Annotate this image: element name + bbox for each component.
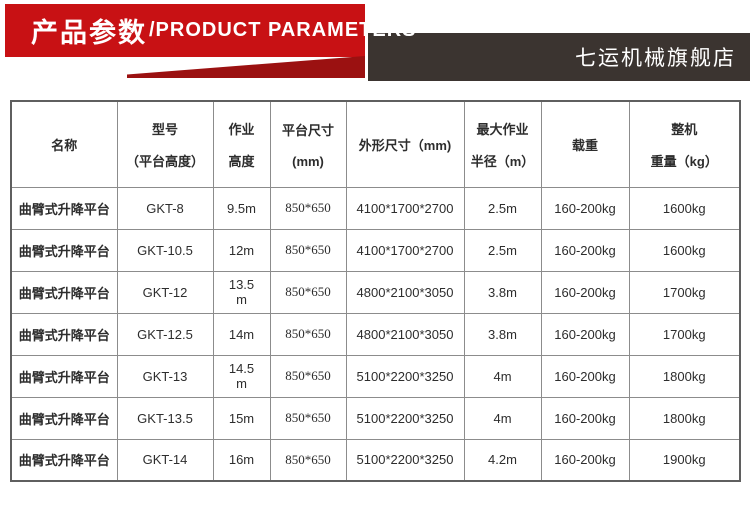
cell-max-radius: 3.8m xyxy=(463,312,542,356)
header-cell-weight: 整机重量（kg） xyxy=(628,100,741,188)
cell-platform-size: 850*650 xyxy=(269,186,347,230)
cell-name: 曲臂式升降平台 xyxy=(10,354,118,398)
table-header-row: 名称 型号 （平台高度） 作业 高度 平台尺寸 (mm) 外形尺寸（mm) 最大作业 半径（m）载… xyxy=(10,100,741,188)
cell-max-radius: 4m xyxy=(463,396,542,440)
table-row: 曲臂式升降平台 GKT-13.5 15m 850*650 5100*2200*3250 4… xyxy=(10,396,741,440)
cell-weight: 1800kg xyxy=(628,396,741,440)
cell-load: 160-200kg xyxy=(540,186,630,230)
header-cell-load: 载重 xyxy=(540,100,630,188)
cell-name: 曲臂式升降平台 xyxy=(10,228,118,272)
cell-model: GKT-12.5 xyxy=(116,312,214,356)
cell-model: GKT-13.5 xyxy=(116,396,214,440)
cell-working-height: 13.5 m xyxy=(212,270,271,314)
cell-overall-size: 4800*2100*3050 xyxy=(345,312,465,356)
cell-load: 160-200kg xyxy=(540,354,630,398)
cell-model: GKT-8 xyxy=(116,186,214,230)
header-cell-model: 型号 （平台高度） xyxy=(116,100,214,188)
section-title-cn: 产品参数 xyxy=(31,18,147,48)
header-line: 最大作业 xyxy=(476,121,529,137)
table-row: 曲臂式升降平台 GKT-14 16m 850*650 5100*2200*3250 4.2… xyxy=(10,438,741,482)
cell-weight: 1600kg xyxy=(628,228,741,272)
cell-weight: 1900kg xyxy=(628,438,741,482)
cell-working-height: 14m xyxy=(212,312,271,356)
cell-weight: 1700kg xyxy=(628,312,741,356)
cell-working-height: 14.5 m xyxy=(212,354,271,398)
cell-overall-size: 5100*2200*3250 xyxy=(345,354,465,398)
header-cell-overall-size: 外形尺寸（mm) xyxy=(345,100,465,188)
cell-load: 160-200kg xyxy=(540,396,630,440)
cell-max-radius: 2.5m xyxy=(463,228,542,272)
cell-load: 160-200kg xyxy=(540,312,630,356)
cell-name: 曲臂式升降平台 xyxy=(10,270,118,314)
cell-weight: 1700kg xyxy=(628,270,741,314)
cell-name: 曲臂式升降平台 xyxy=(10,438,118,482)
banner-ribbon-fold xyxy=(127,56,365,78)
cell-model: GKT-12 xyxy=(116,270,214,314)
cell-name: 曲臂式升降平台 xyxy=(10,396,118,440)
table-row: 曲臂式升降平台 GKT-13 14.5 m 850*650 5100*2200*3250… xyxy=(10,354,741,398)
cell-load: 160-200kg xyxy=(540,270,630,314)
cell-model: GKT-14 xyxy=(116,438,214,482)
table-row: 曲臂式升降平台 GKT-12.5 14m 850*650 4800*2100*3050 3… xyxy=(10,312,741,356)
parameters-table: 名称 型号 （平台高度） 作业 高度 平台尺寸 (mm) 外形尺寸（mm) 最大作业 半径（m）载… xyxy=(10,100,741,482)
header-line: 整机 xyxy=(671,121,698,137)
cell-model: GKT-13 xyxy=(116,354,214,398)
table-row: 曲臂式升降平台 GKT-10.5 12m 850*650 4100*1700*2700 2… xyxy=(10,228,741,272)
cell-model: GKT-10.5 xyxy=(116,228,214,272)
table-row: 曲臂式升降平台 GKT-8 9.5m 850*650 4100*1700*2700 2.5… xyxy=(10,186,741,230)
cell-weight: 1800kg xyxy=(628,354,741,398)
cell-max-radius: 4.2m xyxy=(463,438,542,482)
header-line: 作业 xyxy=(228,121,255,137)
header-cell-working-height: 作业 高度 xyxy=(212,100,271,188)
cell-working-height: 15m xyxy=(212,396,271,440)
header-line: （平台高度） xyxy=(125,153,204,169)
cell-overall-size: 5100*2200*3250 xyxy=(345,396,465,440)
cell-working-height: 9.5m xyxy=(212,186,271,230)
header-line: 半径（m） xyxy=(470,153,535,169)
header-line: (mm) xyxy=(292,153,324,169)
cell-load: 160-200kg xyxy=(540,438,630,482)
cell-platform-size: 850*650 xyxy=(269,228,347,272)
cell-platform-size: 850*650 xyxy=(269,270,347,314)
store-name: 七运机械旗舰店 xyxy=(575,47,736,70)
cell-max-radius: 3.8m xyxy=(463,270,542,314)
header-line: 平台尺寸 xyxy=(281,122,334,138)
section-title-banner: 产品参数 /PRODUCT PARAMETERS xyxy=(5,4,416,57)
cell-load: 160-200kg xyxy=(540,228,630,272)
cell-platform-size: 850*650 xyxy=(269,396,347,440)
section-title-en: /PRODUCT PARAMETERS xyxy=(149,19,417,41)
cell-platform-size: 850*650 xyxy=(269,312,347,356)
cell-weight: 1600kg xyxy=(628,186,741,230)
cell-platform-size: 850*650 xyxy=(269,354,347,398)
cell-overall-size: 4100*1700*2700 xyxy=(345,186,465,230)
cell-overall-size: 4800*2100*3050 xyxy=(345,270,465,314)
cell-working-height: 12m xyxy=(212,228,271,272)
cell-overall-size: 4100*1700*2700 xyxy=(345,228,465,272)
cell-platform-size: 850*650 xyxy=(269,438,347,482)
cell-overall-size: 5100*2200*3250 xyxy=(345,438,465,482)
header-line: 重量（kg） xyxy=(650,153,718,169)
header-line: 高度 xyxy=(228,153,255,169)
cell-working-height: 16m xyxy=(212,438,271,482)
table-row: 曲臂式升降平台 GKT-12 13.5 m 850*650 4800*2100*3050… xyxy=(10,270,741,314)
table-header-row: 名称 型号 （平台高度） 作业 高度 平台尺寸 (mm) 外形尺寸（mm) 最大作业 半径（m）载… xyxy=(10,100,741,188)
cell-max-radius: 4m xyxy=(463,354,542,398)
header-line: 名称 xyxy=(51,137,78,153)
header-cell-max-radius: 最大作业半径（m） xyxy=(463,100,542,188)
cell-name: 曲臂式升降平台 xyxy=(10,186,118,230)
header-line: 型号 xyxy=(151,121,178,137)
header-cell-platform-size: 平台尺寸 (mm) xyxy=(269,100,347,188)
header-line: 载重 xyxy=(571,137,598,153)
cell-max-radius: 2.5m xyxy=(463,186,542,230)
header-cell-name: 名称 xyxy=(10,100,118,188)
cell-name: 曲臂式升降平台 xyxy=(10,312,118,356)
header-line: 外形尺寸（mm) xyxy=(358,137,452,153)
store-name-bar: 七运机械旗舰店 xyxy=(368,33,750,81)
table-body: 曲臂式升降平台 GKT-8 9.5m 850*650 4100*1700*2700 2.5… xyxy=(10,186,741,482)
